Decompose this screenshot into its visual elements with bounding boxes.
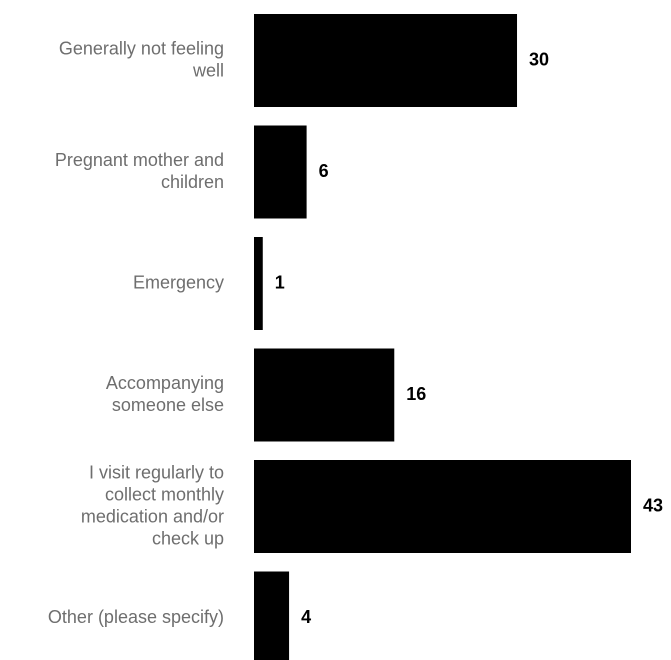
category-label-line: Pregnant mother and (55, 150, 224, 170)
category-label: Pregnant mother and children (55, 150, 224, 192)
category-label-line: Accompanying (106, 373, 224, 393)
category-label: Emergency (133, 272, 224, 292)
bar (254, 237, 263, 330)
category-label: Accompanying someone else (106, 373, 224, 415)
category-label: Generally not feeling well (59, 38, 224, 80)
category-label: Other (please specify) (48, 607, 224, 627)
category-label-line: Generally not feeling (59, 38, 224, 58)
category-label-line: children (161, 172, 224, 192)
category-label-line: check up (152, 528, 224, 548)
bar-value-label: 1 (275, 272, 285, 292)
bar-value-label: 6 (319, 161, 329, 181)
bars-group (254, 14, 631, 660)
bar (254, 14, 518, 107)
bar-value-label: 16 (406, 384, 426, 404)
category-label-line: medication and/or (81, 506, 224, 526)
category-labels-group: Generally not feeling well Pregnant mother… (48, 38, 224, 627)
bar (254, 125, 307, 219)
category-label: I visit regularly to collect monthly medic… (81, 462, 224, 548)
category-label-line: Emergency (133, 272, 224, 292)
category-label-line: collect monthly (105, 484, 224, 504)
category-label-line: well (192, 60, 224, 80)
bar-value-label: 43 (643, 495, 663, 515)
value-labels-group: 30 6 1 16 43 4 (275, 49, 663, 627)
bar-value-label: 30 (529, 49, 549, 69)
category-label-line: someone else (112, 395, 224, 415)
bar (254, 348, 395, 442)
bar (254, 460, 631, 553)
bar-value-label: 4 (301, 607, 311, 627)
category-label-line: I visit regularly to (89, 462, 224, 482)
category-label-line: Other (please specify) (48, 607, 224, 627)
bar (254, 571, 290, 660)
